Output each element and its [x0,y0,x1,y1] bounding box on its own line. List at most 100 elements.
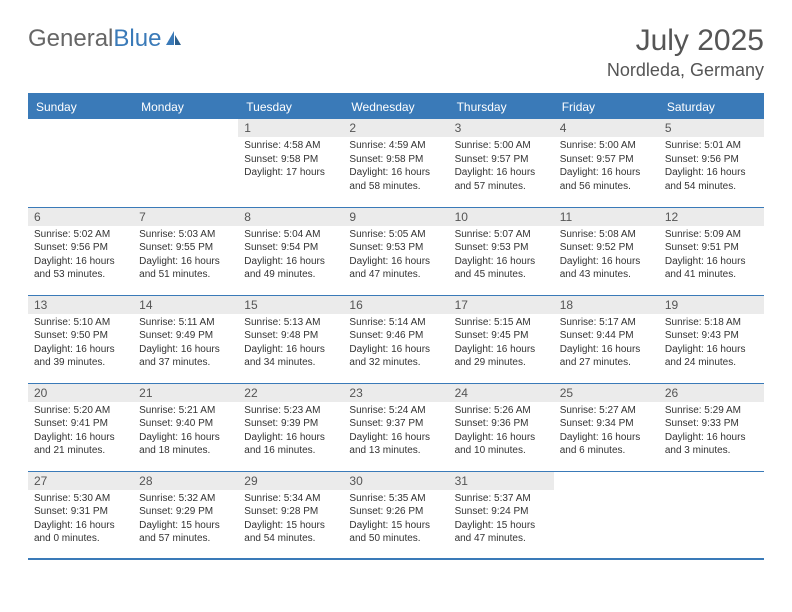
daylight-line: Daylight: 17 hours [244,166,337,180]
calendar-cell: 10Sunrise: 5:07 AMSunset: 9:53 PMDayligh… [449,207,554,295]
day-details: Sunrise: 5:29 AMSunset: 9:33 PMDaylight:… [659,402,764,462]
sunrise-line: Sunrise: 5:18 AM [665,316,758,330]
day-details: Sunrise: 5:08 AMSunset: 9:52 PMDaylight:… [554,226,659,286]
sunset-line: Sunset: 9:57 PM [455,153,548,167]
day-details: Sunrise: 5:24 AMSunset: 9:37 PMDaylight:… [343,402,448,462]
daylight-line: Daylight: 16 hours and 32 minutes. [349,343,442,370]
day-details: Sunrise: 5:17 AMSunset: 9:44 PMDaylight:… [554,314,659,374]
sunrise-line: Sunrise: 5:37 AM [455,492,548,506]
calendar-cell: 1Sunrise: 4:58 AMSunset: 9:58 PMDaylight… [238,119,343,207]
logo-text-2: Blue [113,25,161,53]
daylight-line: Daylight: 16 hours and 16 minutes. [244,431,337,458]
weekday-header: Tuesday [238,94,343,119]
day-details: Sunrise: 5:18 AMSunset: 9:43 PMDaylight:… [659,314,764,374]
day-number: 11 [554,208,659,226]
sunrise-line: Sunrise: 5:23 AM [244,404,337,418]
sunset-line: Sunset: 9:56 PM [665,153,758,167]
calendar-cell: 23Sunrise: 5:24 AMSunset: 9:37 PMDayligh… [343,383,448,471]
day-details: Sunrise: 5:32 AMSunset: 9:29 PMDaylight:… [133,490,238,550]
calendar-cell: 27Sunrise: 5:30 AMSunset: 9:31 PMDayligh… [28,471,133,559]
sunrise-line: Sunrise: 4:59 AM [349,139,442,153]
weekday-header: Wednesday [343,94,448,119]
sunrise-line: Sunrise: 5:20 AM [34,404,127,418]
daylight-line: Daylight: 16 hours and 10 minutes. [455,431,548,458]
calendar-cell: 4Sunrise: 5:00 AMSunset: 9:57 PMDaylight… [554,119,659,207]
sunrise-line: Sunrise: 5:10 AM [34,316,127,330]
sunset-line: Sunset: 9:43 PM [665,329,758,343]
day-details: Sunrise: 5:34 AMSunset: 9:28 PMDaylight:… [238,490,343,550]
daylight-line: Daylight: 16 hours and 21 minutes. [34,431,127,458]
calendar-cell: 30Sunrise: 5:35 AMSunset: 9:26 PMDayligh… [343,471,448,559]
weekday-header: Monday [133,94,238,119]
daylight-line: Daylight: 15 hours and 57 minutes. [139,519,232,546]
day-details: Sunrise: 5:30 AMSunset: 9:31 PMDaylight:… [28,490,133,550]
day-number: 17 [449,296,554,314]
calendar-row: 13Sunrise: 5:10 AMSunset: 9:50 PMDayligh… [28,295,764,383]
day-details: Sunrise: 5:37 AMSunset: 9:24 PMDaylight:… [449,490,554,550]
day-details: Sunrise: 5:09 AMSunset: 9:51 PMDaylight:… [659,226,764,286]
weekday-header: Thursday [449,94,554,119]
sunrise-line: Sunrise: 5:30 AM [34,492,127,506]
sunrise-line: Sunrise: 5:35 AM [349,492,442,506]
sunrise-line: Sunrise: 5:02 AM [34,228,127,242]
sunrise-line: Sunrise: 5:24 AM [349,404,442,418]
calendar-row: 27Sunrise: 5:30 AMSunset: 9:31 PMDayligh… [28,471,764,559]
calendar-cell: 26Sunrise: 5:29 AMSunset: 9:33 PMDayligh… [659,383,764,471]
page-header: GeneralBlue July 2025 Nordleda, Germany [28,24,764,81]
calendar-cell: 21Sunrise: 5:21 AMSunset: 9:40 PMDayligh… [133,383,238,471]
daylight-line: Daylight: 15 hours and 50 minutes. [349,519,442,546]
day-details: Sunrise: 5:14 AMSunset: 9:46 PMDaylight:… [343,314,448,374]
calendar-cell: 29Sunrise: 5:34 AMSunset: 9:28 PMDayligh… [238,471,343,559]
sunset-line: Sunset: 9:52 PM [560,241,653,255]
sunset-line: Sunset: 9:44 PM [560,329,653,343]
sunset-line: Sunset: 9:33 PM [665,417,758,431]
weekday-header: Sunday [28,94,133,119]
day-details: Sunrise: 5:27 AMSunset: 9:34 PMDaylight:… [554,402,659,462]
day-details: Sunrise: 5:21 AMSunset: 9:40 PMDaylight:… [133,402,238,462]
sunset-line: Sunset: 9:45 PM [455,329,548,343]
day-details: Sunrise: 5:20 AMSunset: 9:41 PMDaylight:… [28,402,133,462]
sunset-line: Sunset: 9:58 PM [244,153,337,167]
sunrise-line: Sunrise: 5:05 AM [349,228,442,242]
sunset-line: Sunset: 9:49 PM [139,329,232,343]
location-subtitle: Nordleda, Germany [607,60,764,81]
sunrise-line: Sunrise: 5:00 AM [560,139,653,153]
day-number: 28 [133,472,238,490]
sunset-line: Sunset: 9:51 PM [665,241,758,255]
calendar-cell: 15Sunrise: 5:13 AMSunset: 9:48 PMDayligh… [238,295,343,383]
sunrise-line: Sunrise: 5:11 AM [139,316,232,330]
sunset-line: Sunset: 9:53 PM [349,241,442,255]
day-details: Sunrise: 5:26 AMSunset: 9:36 PMDaylight:… [449,402,554,462]
daylight-line: Daylight: 16 hours and 18 minutes. [139,431,232,458]
sunset-line: Sunset: 9:58 PM [349,153,442,167]
day-details: Sunrise: 5:35 AMSunset: 9:26 PMDaylight:… [343,490,448,550]
day-number: 21 [133,384,238,402]
day-details: Sunrise: 5:00 AMSunset: 9:57 PMDaylight:… [554,137,659,197]
day-details: Sunrise: 5:04 AMSunset: 9:54 PMDaylight:… [238,226,343,286]
calendar-cell: 31Sunrise: 5:37 AMSunset: 9:24 PMDayligh… [449,471,554,559]
sunrise-line: Sunrise: 5:00 AM [455,139,548,153]
sunset-line: Sunset: 9:46 PM [349,329,442,343]
sunrise-line: Sunrise: 5:34 AM [244,492,337,506]
day-number: 23 [343,384,448,402]
calendar-cell: 14Sunrise: 5:11 AMSunset: 9:49 PMDayligh… [133,295,238,383]
daylight-line: Daylight: 16 hours and 34 minutes. [244,343,337,370]
daylight-line: Daylight: 16 hours and 0 minutes. [34,519,127,546]
day-details: Sunrise: 5:02 AMSunset: 9:56 PMDaylight:… [28,226,133,286]
daylight-line: Daylight: 16 hours and 13 minutes. [349,431,442,458]
daylight-line: Daylight: 16 hours and 43 minutes. [560,255,653,282]
day-number: 30 [343,472,448,490]
calendar-cell: 11Sunrise: 5:08 AMSunset: 9:52 PMDayligh… [554,207,659,295]
calendar-cell [133,119,238,207]
day-number: 19 [659,296,764,314]
calendar-cell: 3Sunrise: 5:00 AMSunset: 9:57 PMDaylight… [449,119,554,207]
calendar-cell: 28Sunrise: 5:32 AMSunset: 9:29 PMDayligh… [133,471,238,559]
day-details: Sunrise: 5:03 AMSunset: 9:55 PMDaylight:… [133,226,238,286]
day-number: 4 [554,119,659,137]
day-number: 22 [238,384,343,402]
sunrise-line: Sunrise: 5:29 AM [665,404,758,418]
sunrise-line: Sunrise: 5:13 AM [244,316,337,330]
calendar-cell: 22Sunrise: 5:23 AMSunset: 9:39 PMDayligh… [238,383,343,471]
day-number: 1 [238,119,343,137]
weekday-header: Saturday [659,94,764,119]
